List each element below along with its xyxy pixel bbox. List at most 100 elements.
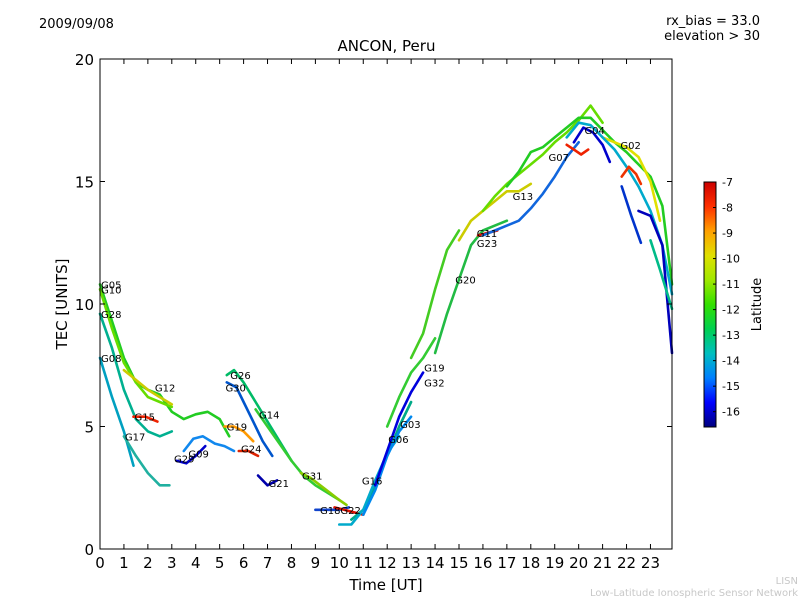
y-tick-label: 0 (84, 541, 94, 559)
x-tick-label: 15 (449, 554, 468, 572)
satellite-label: G24 (241, 445, 261, 456)
satellite-label: G19 (227, 423, 247, 434)
x-tick-label: 14 (426, 554, 445, 572)
satellite-label: G05 (101, 280, 121, 291)
satellite-label: G07 (549, 153, 569, 164)
satellite-label: G17 (125, 432, 145, 443)
x-tick-label: 16 (473, 554, 492, 572)
colorbar-tick-label: -13 (722, 329, 740, 342)
rx-bias-label: rx_bias = 33.0 (666, 14, 760, 29)
x-tick-label: 1 (119, 554, 129, 572)
x-tick-label: 5 (215, 554, 225, 572)
x-tick-label: 22 (617, 554, 636, 572)
x-tick-label: 4 (191, 554, 201, 572)
date-label: 2009/09/08 (39, 17, 114, 32)
footer-network: Low-Latitude Ionospheric Sensor Network (590, 588, 798, 599)
y-tick-label: 10 (75, 296, 94, 314)
y-tick-label: 20 (75, 51, 94, 69)
x-tick-label: 0 (95, 554, 105, 572)
y-tick-label: 15 (75, 174, 94, 192)
x-tick-label: 8 (287, 554, 297, 572)
series-g17 (122, 434, 171, 487)
series-g21 (256, 474, 279, 487)
colorbar-tick-label: -9 (722, 227, 733, 240)
satellite-label: G21 (269, 479, 289, 490)
satellite-label: G06 (388, 435, 408, 446)
satellite-label: G32 (424, 378, 444, 389)
x-tick-label: 10 (330, 554, 349, 572)
satellite-label: G08 (101, 354, 121, 365)
series-g20 (409, 229, 461, 360)
colorbar-tick-label: -16 (722, 406, 740, 419)
satellite-label: G14 (259, 410, 279, 421)
series-g23 (433, 219, 509, 355)
x-tick-label: 11 (354, 554, 373, 572)
satellite-label: G20 (455, 276, 475, 287)
satellite-label: G11 (477, 229, 497, 240)
series-g27 (572, 126, 612, 164)
series-g12 (122, 368, 174, 406)
colorbar-tick-label: -15 (722, 380, 740, 393)
satellite-label: G12 (155, 383, 175, 394)
series-g19 (223, 425, 255, 443)
satellite-label: G04 (584, 126, 604, 137)
series-g31 (299, 471, 348, 507)
colorbar-tick-label: -7 (722, 176, 733, 189)
series-g05b (620, 185, 643, 245)
x-tick-label: 19 (545, 554, 564, 572)
series-g09 (182, 434, 236, 453)
x-tick-label: 23 (641, 554, 660, 572)
series-g24 (237, 449, 260, 458)
satellite-label: G03 (400, 420, 420, 431)
series-g26b (637, 209, 674, 355)
satellite-label: G09 (188, 449, 208, 460)
series-g02b (601, 136, 662, 222)
x-tick-label: 13 (402, 554, 421, 572)
series-g08 (98, 356, 135, 468)
x-tick-label: 20 (569, 554, 588, 572)
series-g30 (225, 381, 274, 458)
x-tick-label: 2 (143, 554, 153, 572)
colorbar-tick-label: -14 (722, 355, 740, 368)
x-axis-label: Time [UT] (348, 576, 422, 594)
satellite-label: G10 (101, 285, 121, 296)
satellite-label: G15 (135, 413, 155, 424)
satellite-label: G18 (320, 506, 340, 517)
series-g07 (481, 141, 581, 237)
satellite-label: G30 (225, 383, 245, 394)
satellite-label: G02 (620, 141, 640, 152)
series-g19b (385, 336, 437, 428)
series-g10 (98, 287, 174, 409)
series-g25 (620, 165, 643, 186)
satellite-label: G19 (424, 364, 444, 375)
footer-lisn: LISN (775, 576, 798, 587)
series-g32 (373, 371, 425, 487)
satellite-label: G16 (362, 476, 382, 487)
series-g26 (225, 368, 293, 463)
x-tick-label: 6 (239, 554, 249, 572)
satellite-label: G26 (230, 371, 250, 382)
colorbar-tick-label: -10 (722, 253, 740, 266)
series-g04 (481, 104, 604, 213)
x-tick-label: 18 (521, 554, 540, 572)
satellite-label: G29 (174, 454, 194, 465)
colorbar-tick-label: -8 (722, 202, 733, 215)
satellite-label: G28 (101, 310, 121, 321)
series-g15 (132, 415, 159, 423)
x-tick-label: 9 (311, 554, 321, 572)
y-tick-label: 5 (84, 419, 94, 437)
series-g14 (254, 408, 341, 502)
elevation-label: elevation > 30 (664, 29, 760, 44)
colorbar-label: Latitude (750, 278, 765, 332)
colorbar (703, 181, 717, 428)
series-g28 (98, 312, 174, 438)
x-tick-label: 17 (497, 554, 516, 572)
series-g12b (649, 239, 674, 311)
satellite-label: G13 (513, 192, 533, 203)
y-axis-label: TEC [UNITS] (53, 259, 71, 351)
series-g29 (175, 444, 207, 465)
colorbar-tick-label: -11 (722, 278, 740, 291)
satellite-label: G22 (340, 506, 360, 517)
x-tick-label: 3 (167, 554, 177, 572)
